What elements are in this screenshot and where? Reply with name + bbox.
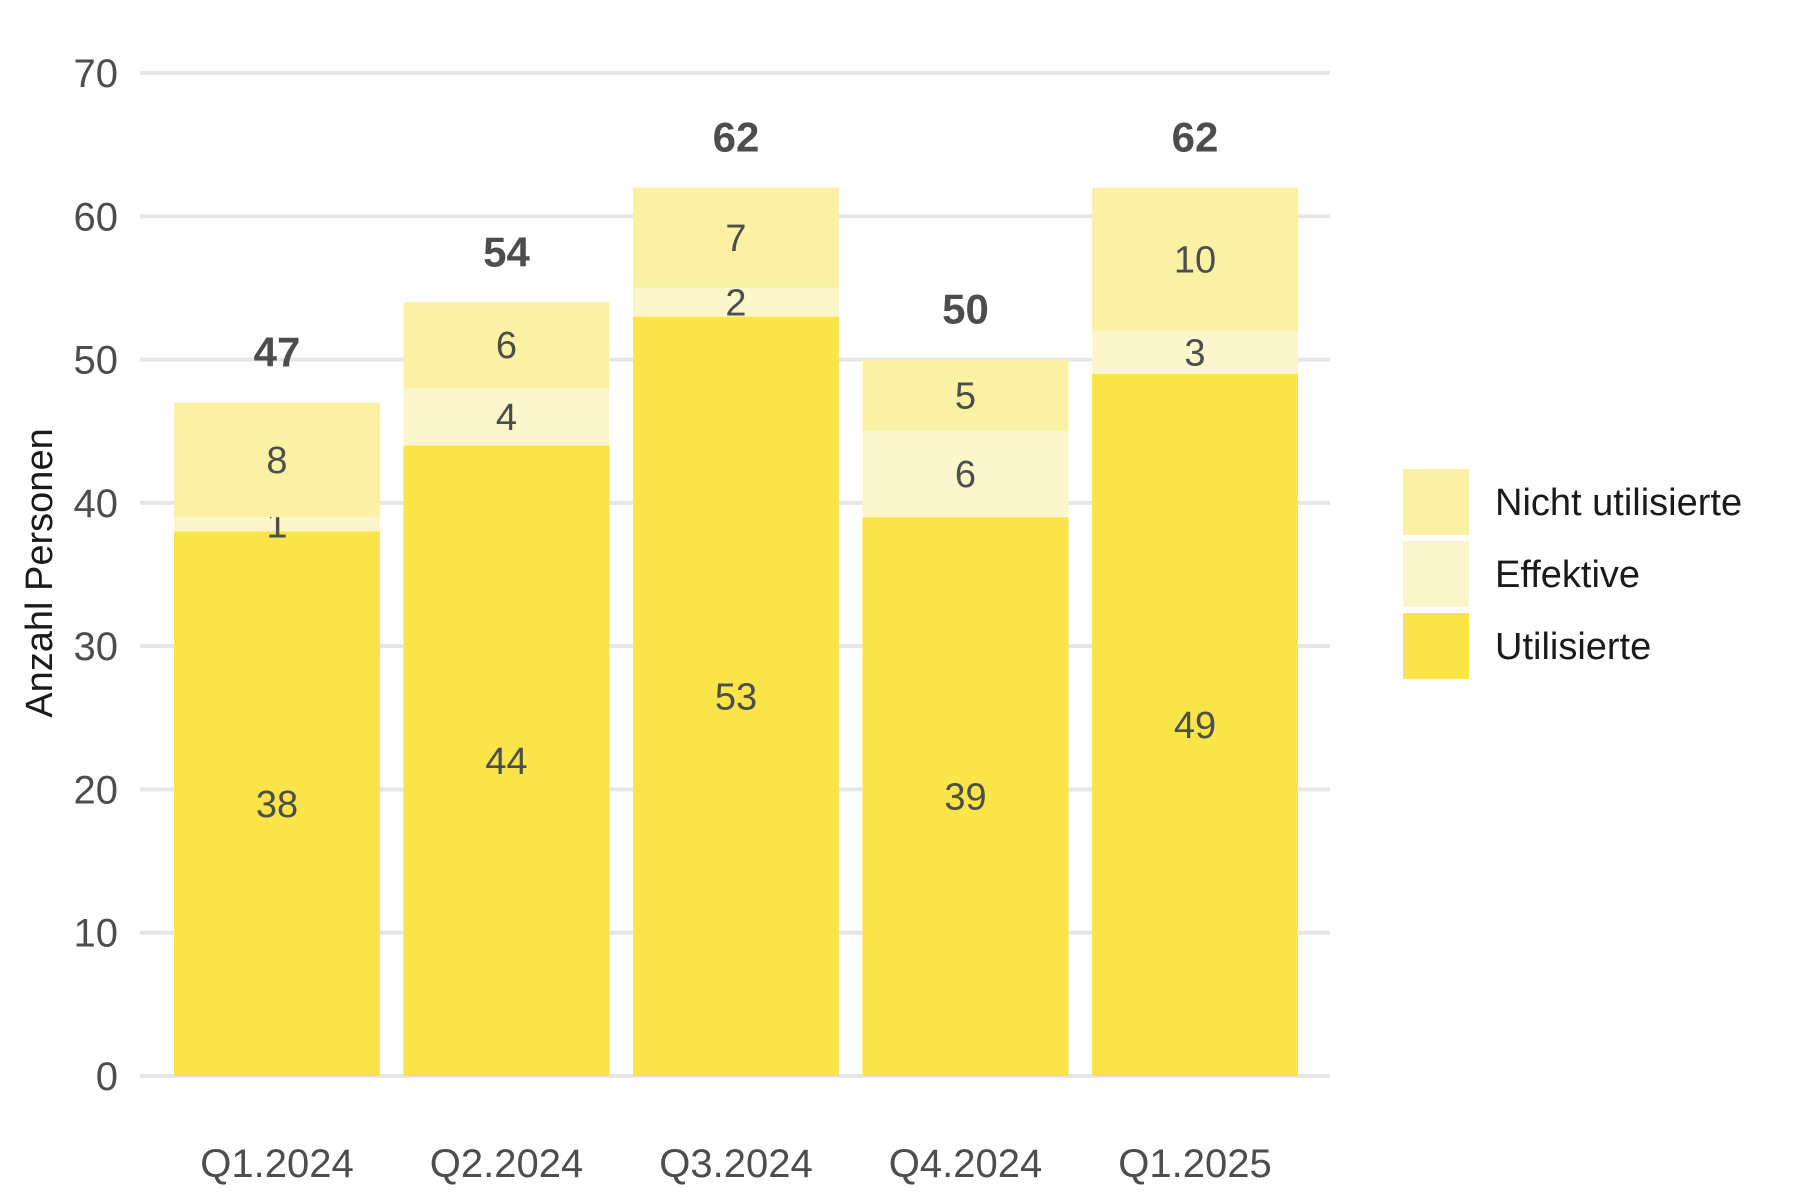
bar-nicht-utilisierte-Q4.2024 [862, 359, 1069, 432]
x-tick-label: Q2.2024 [430, 1142, 583, 1186]
y-tick-label: 30 [74, 625, 119, 669]
data-label: 5 [955, 375, 976, 417]
y-axis-ticks: 0 10 20 30 40 50 60 70 [74, 52, 119, 1099]
legend-swatch [1403, 613, 1469, 679]
data-label: 53 [715, 676, 757, 718]
data-label: 49 [1174, 705, 1216, 747]
legend-swatch [1403, 541, 1469, 607]
data-label: 6 [496, 325, 517, 367]
bar-nicht-utilisierte-Q2.2024 [403, 302, 610, 389]
data-label: 6 [955, 454, 976, 496]
data-label: 39 [944, 777, 986, 819]
total-label: 50 [942, 286, 989, 333]
x-tick-label: Q1.2024 [200, 1142, 353, 1186]
y-tick-label: 50 [74, 339, 119, 383]
x-tick-label: Q1.2025 [1118, 1142, 1271, 1186]
bar-utilisierte-Q4.2024 [862, 517, 1069, 1076]
data-label: 3 [1184, 332, 1205, 374]
bar-effektive-Q3.2024 [633, 287, 839, 317]
bar-utilisierte-Q3.2024 [633, 316, 839, 1077]
bar-effektive-Q2.2024 [403, 388, 610, 446]
x-tick-label: Q3.2024 [659, 1142, 812, 1186]
y-tick-label: 0 [96, 1055, 118, 1099]
bar-effektive-Q1.2024 [174, 517, 380, 532]
y-tick-label: 20 [74, 768, 119, 812]
data-label: 8 [266, 440, 287, 482]
y-axis-title: Anzahl Personen [19, 428, 61, 717]
legend: Nicht utilisierte Effektive Utilisierte [1403, 469, 1742, 679]
x-axis-ticks: Q1.2024 Q2.2024 Q3.2024 Q4.2024 Q1.2025 [200, 1142, 1271, 1186]
legend-label: Utilisierte [1495, 626, 1651, 668]
y-tick-label: 40 [74, 482, 119, 526]
data-label: 10 [1174, 239, 1216, 281]
total-label: 54 [483, 228, 530, 275]
total-label: 47 [254, 329, 301, 376]
bar-utilisierte-Q2.2024 [403, 445, 610, 1076]
legend-label: Effektive [1495, 554, 1640, 596]
bar-effektive-Q4.2024 [862, 431, 1069, 518]
data-label: 7 [725, 218, 746, 260]
total-label: 62 [1172, 114, 1219, 161]
data-label: 38 [256, 784, 298, 826]
bar-utilisierte-Q1.2024 [174, 531, 380, 1076]
data-label: 4 [496, 397, 517, 439]
bar-utilisierte-Q1.2025 [1092, 373, 1298, 1076]
data-label: 2 [725, 282, 746, 324]
legend-swatch [1403, 469, 1469, 535]
bar-nicht-utilisierte-Q1.2025 [1092, 187, 1298, 331]
legend-label: Nicht utilisierte [1495, 482, 1742, 524]
y-tick-label: 60 [74, 195, 119, 239]
bar-nicht-utilisierte-Q3.2024 [633, 187, 839, 288]
bar-effektive-Q1.2025 [1092, 330, 1298, 374]
x-tick-label: Q4.2024 [889, 1142, 1042, 1186]
total-label: 62 [713, 114, 760, 161]
y-tick-label: 70 [74, 52, 119, 96]
y-tick-label: 10 [74, 912, 119, 956]
data-label: 44 [485, 741, 527, 783]
bar-nicht-utilisierte-Q1.2024 [174, 402, 380, 518]
